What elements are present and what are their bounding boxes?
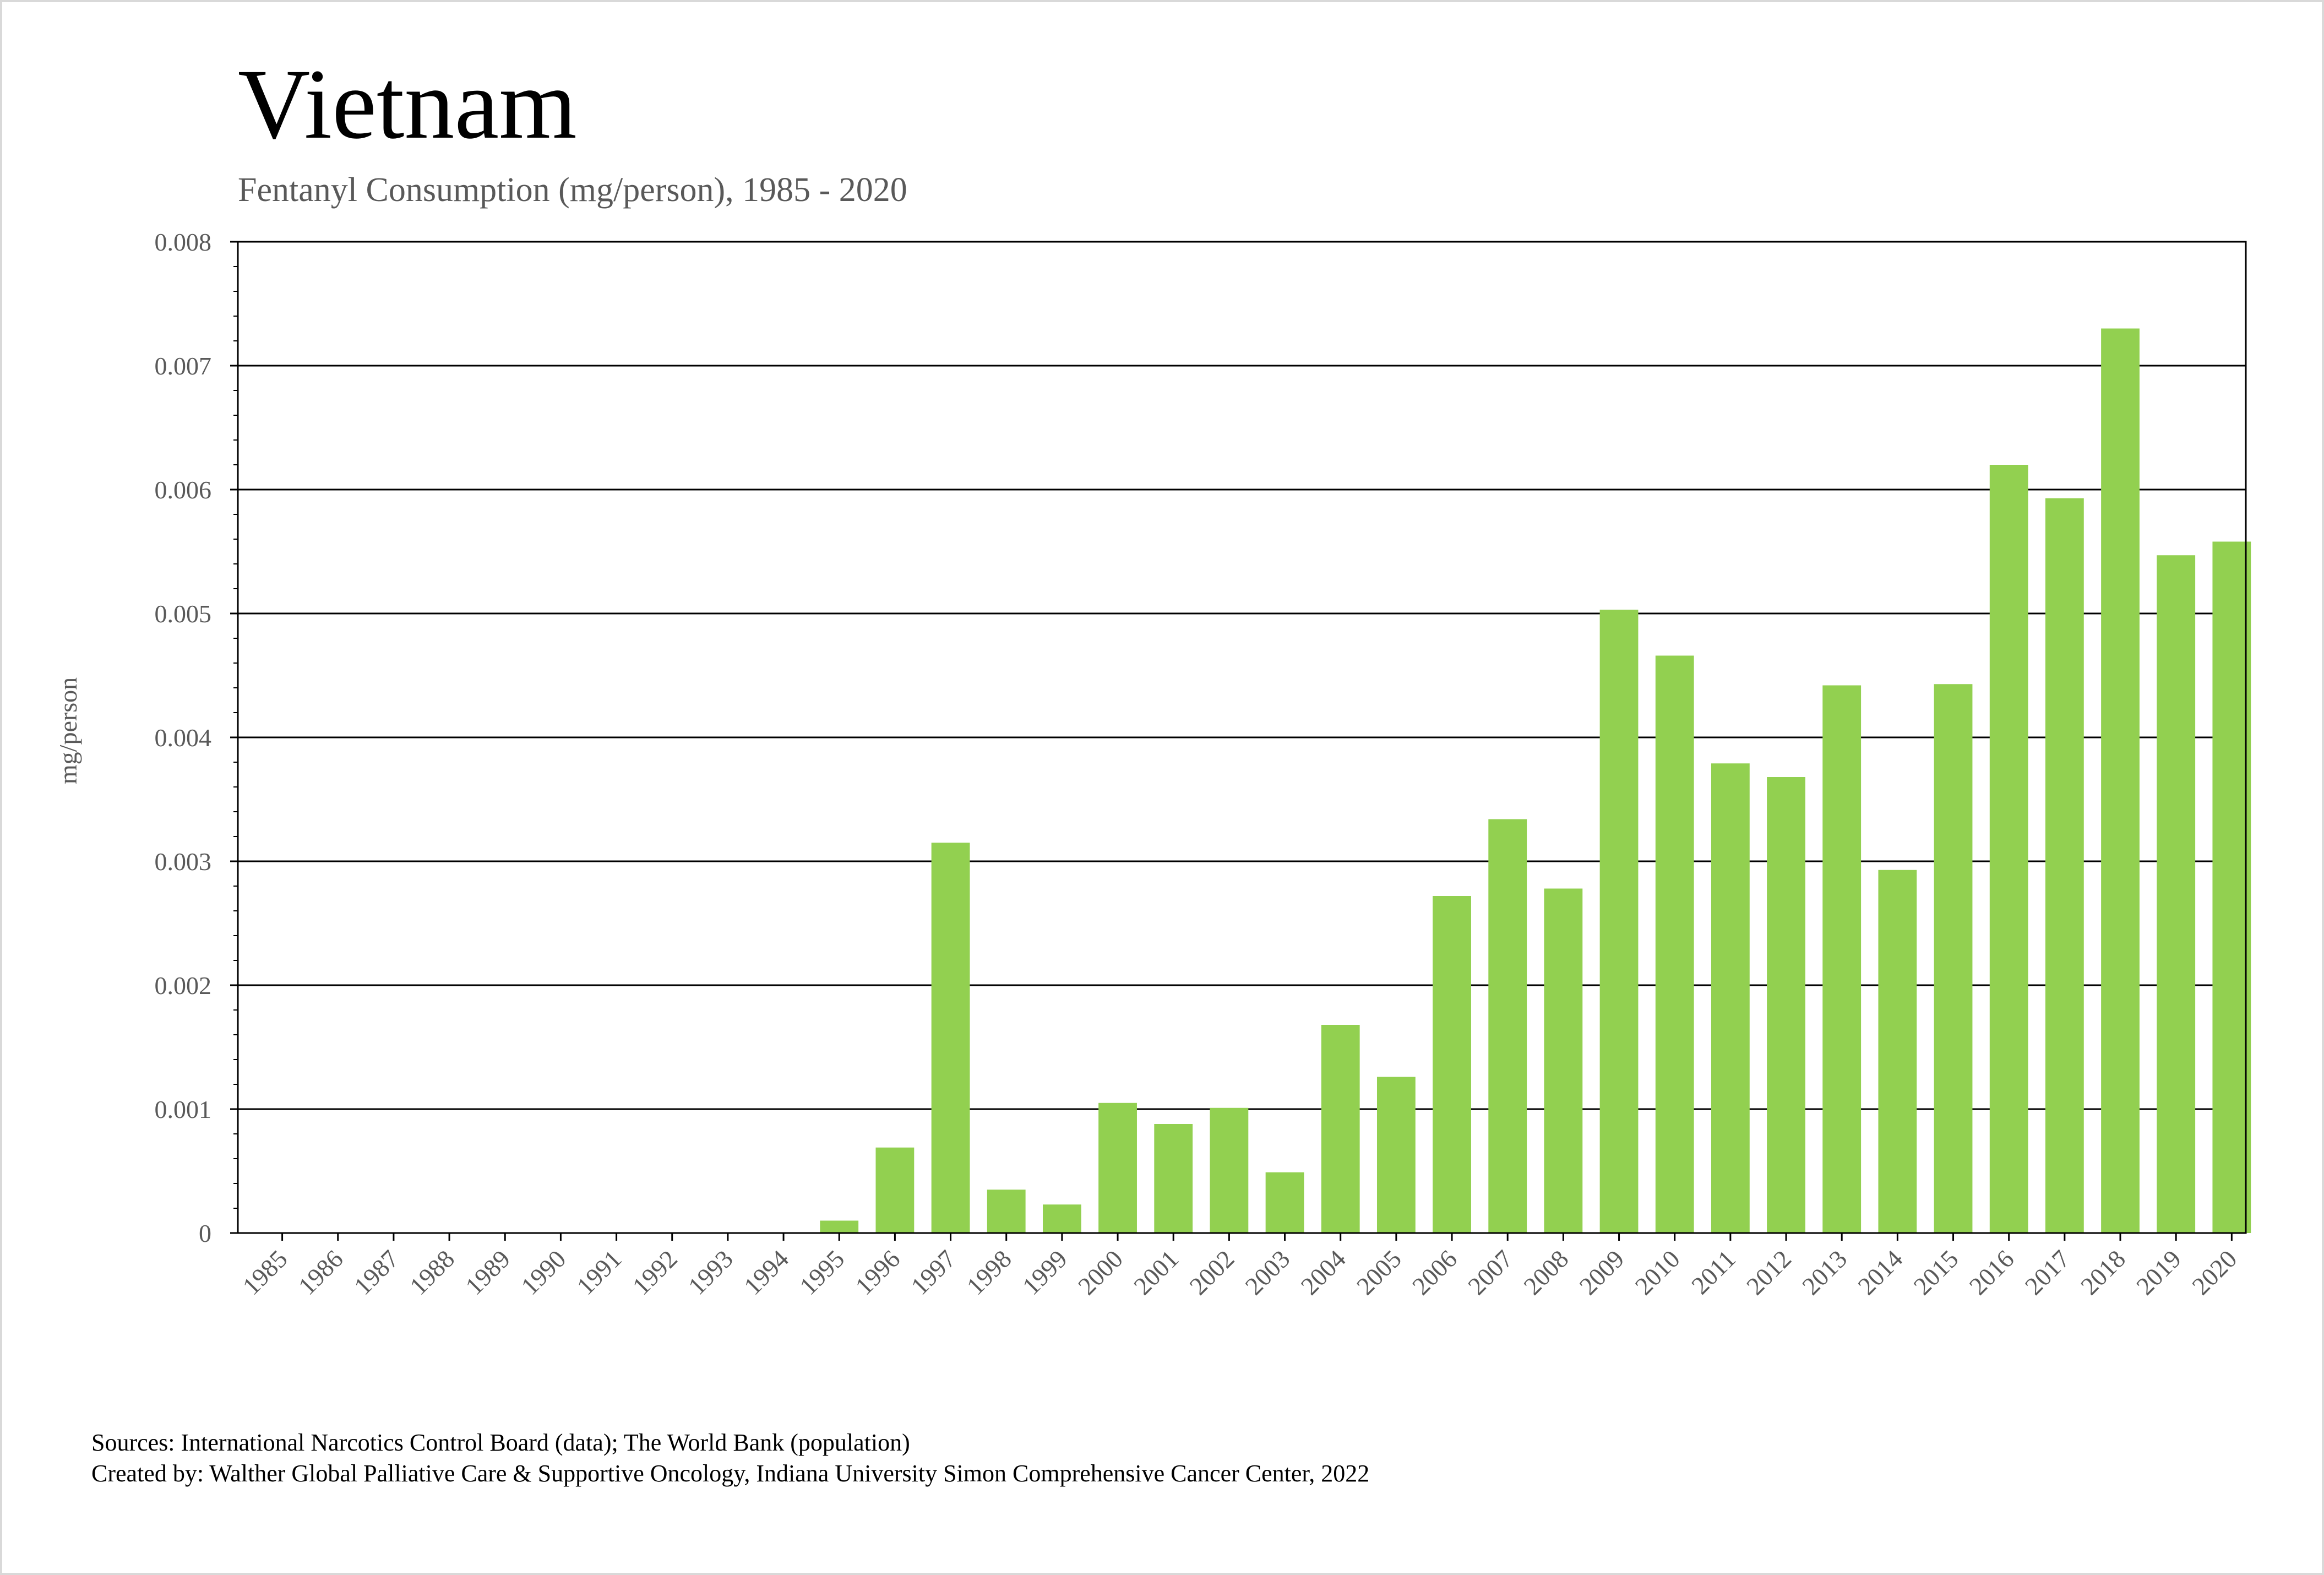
- y-tick-label: 0.004: [155, 724, 212, 752]
- x-tick-label: 2012: [1741, 1245, 1797, 1300]
- bar-1997: [931, 843, 970, 1233]
- axes: [230, 241, 2247, 1241]
- bar-2017: [2045, 498, 2084, 1233]
- plot-frame: [237, 241, 2247, 1234]
- bar-2016: [1989, 465, 2028, 1233]
- bar-2002: [1210, 1107, 1249, 1233]
- chart-title: Vietnam: [238, 49, 577, 160]
- x-tick-label: 2011: [1686, 1245, 1741, 1300]
- x-tick-label: 2006: [1407, 1245, 1462, 1300]
- bar-2009: [1599, 610, 1639, 1233]
- x-tick-label: 1991: [572, 1245, 627, 1300]
- x-tick-label: 2001: [1128, 1245, 1184, 1300]
- x-tick-label: 2018: [2075, 1245, 2131, 1300]
- bar-2005: [1376, 1077, 1416, 1233]
- bar-2010: [1655, 655, 1694, 1233]
- bar-2011: [1711, 763, 1750, 1233]
- chart-subtitle: Fentanyl Consumption (mg/person), 1985 -…: [238, 171, 907, 209]
- y-tick-label: 0: [199, 1219, 211, 1247]
- x-tick-label: 1995: [794, 1245, 850, 1300]
- x-tick-label: 1986: [293, 1245, 349, 1300]
- x-tick-label: 1992: [627, 1245, 683, 1300]
- bar-1995: [820, 1220, 859, 1233]
- x-tick-label: 2017: [2020, 1245, 2075, 1300]
- x-tick-label: 1998: [961, 1245, 1017, 1300]
- x-tick-label: 2016: [1964, 1245, 2020, 1300]
- x-tick-label: 2014: [1852, 1245, 1908, 1300]
- x-tick-label: 2000: [1073, 1245, 1128, 1300]
- bar-2012: [1767, 777, 1805, 1233]
- y-tick-label: 0.007: [155, 352, 212, 380]
- x-tick-label: 2007: [1462, 1245, 1518, 1300]
- y-tick-label: 0.002: [155, 971, 212, 1000]
- y-tick-label: 0.001: [155, 1095, 212, 1123]
- x-tick-label: 1997: [906, 1245, 961, 1300]
- bar-1999: [1042, 1204, 1081, 1233]
- bar-2004: [1321, 1025, 1360, 1233]
- y-tick-label: 0.005: [155, 600, 212, 628]
- x-tick-label: 1989: [460, 1245, 515, 1300]
- bar-2003: [1265, 1172, 1304, 1233]
- bar-2015: [1934, 684, 1973, 1233]
- x-tick-label: 2020: [2186, 1245, 2242, 1300]
- x-tick-label: 2015: [1908, 1245, 1963, 1300]
- bar-2000: [1098, 1102, 1137, 1233]
- bar-2008: [1544, 888, 1583, 1233]
- x-tick-label: 2005: [1351, 1245, 1407, 1300]
- bars: [820, 328, 2251, 1233]
- creator-credit: Created by: Walther Global Palliative Ca…: [91, 1460, 1370, 1487]
- x-tick-label: 1990: [515, 1245, 571, 1300]
- x-tick-label: 2010: [1630, 1245, 1685, 1300]
- bar-2020: [2212, 541, 2251, 1233]
- x-tick-label: 2019: [2131, 1245, 2186, 1300]
- bar-1996: [875, 1147, 915, 1233]
- tick-labels: 0 0.001 0.002 0.003 0.004 0.005 0.006 0.007 0.00…: [155, 228, 2243, 1300]
- x-tick-label: 1994: [738, 1245, 794, 1300]
- y-tick-label: 0.003: [155, 848, 212, 876]
- x-tick-label: 2009: [1574, 1245, 1629, 1300]
- x-tick-label: 1988: [404, 1245, 460, 1300]
- x-tick-label: 2004: [1296, 1245, 1351, 1300]
- x-tick-label: 2003: [1240, 1245, 1296, 1300]
- x-tick-label: 2002: [1184, 1245, 1239, 1300]
- bar-2001: [1154, 1124, 1193, 1233]
- y-axis-title: mg/person: [54, 677, 82, 784]
- x-tick-label: 2013: [1797, 1245, 1852, 1300]
- y-tick-label: 0.008: [155, 228, 212, 256]
- x-tick-label: 1985: [237, 1245, 293, 1300]
- x-tick-label: 1987: [349, 1245, 404, 1300]
- bar-2018: [2101, 328, 2140, 1233]
- x-tick-label: 1999: [1017, 1245, 1073, 1300]
- x-tick-label: 2008: [1518, 1245, 1574, 1300]
- bar-2019: [2157, 555, 2196, 1233]
- source-credit: Sources: International Narcotics Control…: [91, 1429, 910, 1456]
- x-tick-label: 1996: [850, 1245, 905, 1300]
- y-tick-label: 0.006: [155, 476, 212, 504]
- bar-2013: [1822, 685, 1862, 1233]
- bar-2014: [1878, 870, 1917, 1233]
- x-tick-label: 1993: [683, 1245, 738, 1300]
- bar-2006: [1433, 896, 1471, 1233]
- bar-1998: [987, 1190, 1026, 1233]
- bar-2007: [1488, 819, 1527, 1233]
